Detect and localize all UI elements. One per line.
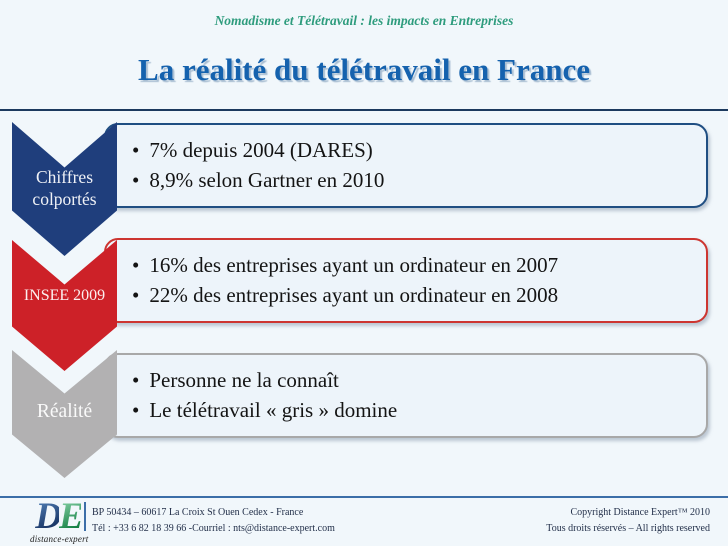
logo-letter-e: E <box>59 496 84 537</box>
copyright-line-2: Tous droits réservés – All rights reserv… <box>546 522 710 534</box>
logo-letters: DE <box>30 496 86 537</box>
footer-address: BP 50434 – 60617 La Croix St Ouen Cedex … <box>92 505 335 536</box>
chevron-red: INSEE 2009 <box>12 240 117 371</box>
bullet-item: 7% depuis 2004 (DARES) <box>132 136 706 165</box>
content-box-insee: 16% des entreprises ayant un ordinateur … <box>104 238 708 323</box>
logo-letter-d: D <box>35 496 62 537</box>
bullet-item: 22% des entreprises ayant un ordinateur … <box>132 281 706 310</box>
distance-expert-logo: DE distance-expert <box>30 496 89 545</box>
logo-subtitle: distance-expert <box>30 534 89 545</box>
footer-divider <box>0 496 728 498</box>
chevron-label-chiffres: Chiffres colportés <box>32 167 97 210</box>
copyright-line-1: Copyright Distance Expert™ 2010 <box>570 507 711 518</box>
slide-context-header: Nomadisme et Télétravail : les impacts e… <box>214 13 514 28</box>
bullet-item: Personne ne la connaît <box>132 366 706 395</box>
address-line-1: BP 50434 – 60617 La Croix St Ouen Cedex … <box>92 507 304 518</box>
address-line-2: Tél : +33 6 82 18 39 66 -Courriel : nts@… <box>92 522 335 534</box>
chevron-blue: Chiffres colportés <box>12 122 117 256</box>
bullet-item: Le télétravail « gris » domine <box>132 396 706 425</box>
title-divider <box>0 109 728 111</box>
bullet-item: 16% des entreprises ayant un ordinateur … <box>132 251 706 280</box>
footer-copyright: Copyright Distance Expert™ 2010 Tous dro… <box>546 505 710 536</box>
footer-vertical-separator <box>84 502 86 531</box>
chevron-label-realite: Réalité <box>36 401 93 422</box>
bullet-item: 8,9% selon Gartner en 2010 <box>132 166 706 195</box>
chevron-label-insee: INSEE 2009 <box>23 287 106 304</box>
content-box-chiffres: 7% depuis 2004 (DARES) 8,9% selon Gartne… <box>104 123 708 208</box>
slide-title: La réalité du télétravail en France <box>138 52 590 87</box>
content-box-realite: Personne ne la connaît Le télétravail « … <box>104 353 708 438</box>
